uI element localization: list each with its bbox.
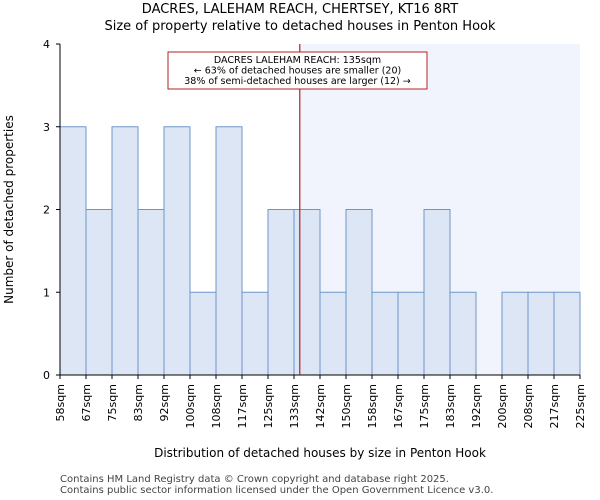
bar-92sqm	[163, 126, 191, 376]
x-tick-label-117sqm: 117sqm	[236, 384, 249, 428]
x-tick-label-225sqm: 225sqm	[574, 384, 587, 428]
x-tick-label-67sqm: 67sqm	[80, 384, 93, 421]
x-tick-label-208sqm: 208sqm	[522, 384, 535, 428]
bar-200sqm	[501, 291, 529, 376]
x-tick-label-75sqm: 75sqm	[106, 384, 119, 421]
bar-175sqm	[423, 209, 451, 376]
x-tick-label-133sqm: 133sqm	[288, 384, 301, 428]
x-tick-label-200sqm: 200sqm	[496, 384, 509, 428]
x-tick-label-183sqm: 183sqm	[444, 384, 457, 428]
x-tick-label-92sqm: 92sqm	[158, 384, 171, 421]
bar-83sqm	[137, 209, 165, 376]
x-tick-label-108sqm: 108sqm	[210, 384, 223, 428]
footer-licence: Contains public sector information licen…	[60, 485, 494, 496]
y-tick-label-4: 4	[43, 38, 50, 51]
y-tick-label-1: 1	[43, 286, 50, 299]
bar-133sqm	[293, 209, 321, 376]
bar-208sqm	[527, 291, 555, 376]
bar-167sqm	[397, 291, 425, 376]
chart-title: DACRES, LALEHAM REACH, CHERTSEY, KT16 8R…	[141, 2, 459, 17]
x-tick-label-150sqm: 150sqm	[340, 384, 353, 428]
x-tick-label-158sqm: 158sqm	[366, 384, 379, 428]
chart-area: 0 1 2 3 4 58sqm 67sqm 75sqm 83sqm 92sqm 100sqm 108s…	[2, 38, 587, 460]
x-tick-label-58sqm: 58sqm	[54, 384, 67, 421]
x-tick-label-100sqm: 100sqm	[184, 384, 197, 428]
bar-150sqm	[345, 209, 373, 376]
bar-58sqm	[59, 126, 87, 376]
x-tick-label-142sqm: 142sqm	[314, 384, 327, 428]
annotation-line-1: DACRES LALEHAM REACH: 135sqm	[214, 55, 381, 66]
y-tick-label-3: 3	[43, 121, 50, 134]
bar-142sqm	[319, 291, 347, 376]
x-tick-label-125sqm: 125sqm	[262, 384, 275, 428]
x-tick-label-192sqm: 192sqm	[470, 384, 483, 428]
bar-100sqm	[189, 291, 217, 376]
bar-117sqm	[241, 291, 269, 376]
bar-217sqm	[553, 291, 581, 376]
x-axis-title: Distribution of detached houses by size …	[154, 446, 486, 460]
bar-125sqm	[267, 209, 295, 376]
annotation-box	[167, 51, 428, 90]
annotation-line-2: ← 63% of detached houses are smaller (20…	[194, 66, 401, 77]
bar-75sqm	[111, 126, 139, 376]
x-tick-label-175sqm: 175sqm	[418, 384, 431, 428]
chart-subtitle: Size of property relative to detached ho…	[104, 19, 496, 34]
y-tick-label-2: 2	[43, 204, 50, 217]
bar-67sqm	[85, 209, 113, 376]
x-tick-label-167sqm: 167sqm	[392, 384, 405, 428]
x-tick-label-83sqm: 83sqm	[132, 384, 145, 421]
annotation-line-3: 38% of semi-detached houses are larger (…	[184, 76, 411, 87]
x-tick-label-217sqm: 217sqm	[548, 384, 561, 428]
footer-copyright: Contains HM Land Registry data © Crown c…	[60, 474, 449, 485]
bar-183sqm	[449, 291, 477, 376]
bar-108sqm	[215, 126, 243, 376]
y-axis-title: Number of detached properties	[2, 115, 16, 304]
bar-158sqm	[371, 291, 399, 376]
y-tick-label-0: 0	[43, 369, 50, 382]
